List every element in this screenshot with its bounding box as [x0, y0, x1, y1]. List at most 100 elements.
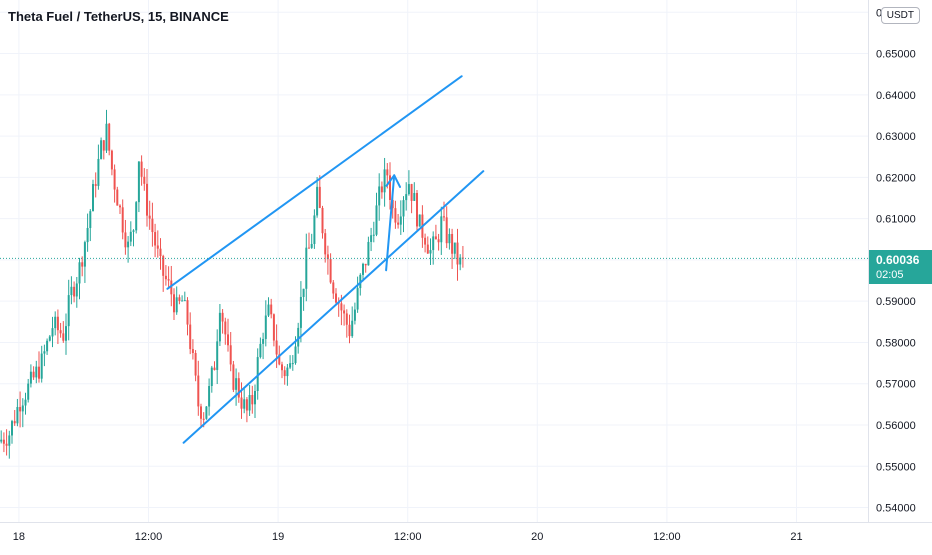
candle-down — [251, 395, 254, 405]
candle-down — [308, 247, 310, 249]
candle-down — [326, 254, 329, 260]
candle-down — [213, 367, 216, 370]
currency-button[interactable]: USDT — [880, 7, 920, 24]
candle-up — [181, 300, 184, 302]
candle-up — [429, 250, 432, 254]
candle-down — [329, 259, 332, 283]
time-tick-label: 18 — [13, 531, 25, 543]
candle-up — [97, 158, 100, 186]
candle-up — [248, 395, 251, 411]
candle-down — [426, 244, 429, 254]
price-tick-label: 0.64000 — [876, 90, 916, 102]
candle-up — [35, 366, 38, 378]
projection-arrow-shaft[interactable] — [385, 174, 396, 272]
candle-up — [16, 407, 19, 424]
candle-up — [183, 300, 186, 302]
candle-down — [116, 189, 119, 206]
candle-down — [154, 232, 157, 246]
time-axis[interactable]: 18 12:00 19 12:00 20 12:00 21 — [13, 531, 803, 543]
candle-up — [286, 367, 289, 377]
candle-up — [86, 227, 89, 243]
candle-down — [178, 297, 181, 301]
candle-down — [397, 222, 400, 225]
candle-down — [324, 233, 327, 255]
candle-down — [380, 186, 383, 193]
candle-up — [259, 343, 262, 358]
candle-down — [194, 353, 197, 376]
candle-up — [413, 192, 416, 201]
candle-down — [32, 371, 35, 378]
candle-down — [38, 366, 40, 379]
candle-up — [65, 326, 67, 341]
candle-up — [175, 297, 178, 313]
candle-down — [81, 262, 84, 267]
candle-down — [424, 237, 427, 245]
candle-up — [243, 399, 246, 409]
drawing-layer[interactable] — [166, 75, 485, 444]
candle-up — [267, 304, 270, 316]
candle-up — [351, 320, 354, 337]
candle-up — [51, 328, 54, 337]
candle-up — [21, 405, 24, 412]
candle-down — [272, 314, 275, 341]
candle-up — [302, 288, 305, 297]
candle-up — [78, 262, 81, 284]
candle-down — [173, 294, 175, 313]
candle-up — [407, 184, 410, 195]
candle-up — [70, 286, 73, 296]
candle-down — [245, 399, 248, 411]
candle-down — [191, 349, 194, 354]
channel-lower-trendline[interactable] — [182, 170, 485, 444]
candle-down — [148, 215, 151, 219]
candle-down — [335, 293, 337, 303]
candle-down — [240, 397, 243, 409]
candle-up — [54, 316, 57, 329]
candle-up — [440, 216, 443, 243]
candle-down — [5, 443, 8, 446]
candle-down — [321, 207, 324, 234]
candle-down — [113, 169, 116, 190]
candle-up — [305, 247, 308, 289]
candle-up — [67, 295, 70, 327]
candle-up — [459, 257, 462, 265]
candle-down — [56, 316, 59, 331]
candle-up — [399, 216, 402, 225]
candle-up — [92, 184, 94, 212]
candle-down — [62, 333, 65, 341]
candle-down — [227, 334, 229, 346]
candle-up — [383, 169, 386, 193]
channel-upper-trendline[interactable] — [166, 75, 463, 290]
candle-down — [237, 378, 240, 398]
candle-down — [416, 192, 418, 227]
candle-up — [46, 340, 49, 352]
projection-arrow-head[interactable] — [385, 174, 402, 188]
candle-up — [208, 386, 211, 407]
candle-down — [456, 242, 459, 265]
candle-down — [278, 354, 281, 365]
time-tick-label: 21 — [790, 531, 802, 543]
bar-countdown: 02:05 — [876, 269, 904, 282]
price-tick-label: 0.55000 — [876, 461, 916, 473]
candle-up — [316, 186, 319, 216]
candle-down — [186, 300, 189, 325]
candle-down — [124, 232, 127, 248]
candle-up — [135, 202, 138, 231]
candle-up — [83, 242, 86, 267]
price-tick-label: 0.58000 — [876, 337, 916, 349]
candle-up — [418, 214, 421, 227]
candle-down — [386, 169, 389, 176]
candle-down — [119, 205, 121, 208]
candle-up — [356, 288, 359, 310]
candle-down — [146, 183, 148, 216]
candle-up — [264, 315, 267, 339]
candle-up — [43, 351, 46, 354]
candle-down — [143, 176, 146, 184]
candle-up — [289, 363, 292, 368]
candle-up — [27, 383, 30, 400]
last-price-value: 0.60036 — [876, 253, 920, 268]
candle-up — [105, 123, 108, 151]
candle-up — [129, 231, 132, 242]
candle-up — [453, 242, 456, 254]
